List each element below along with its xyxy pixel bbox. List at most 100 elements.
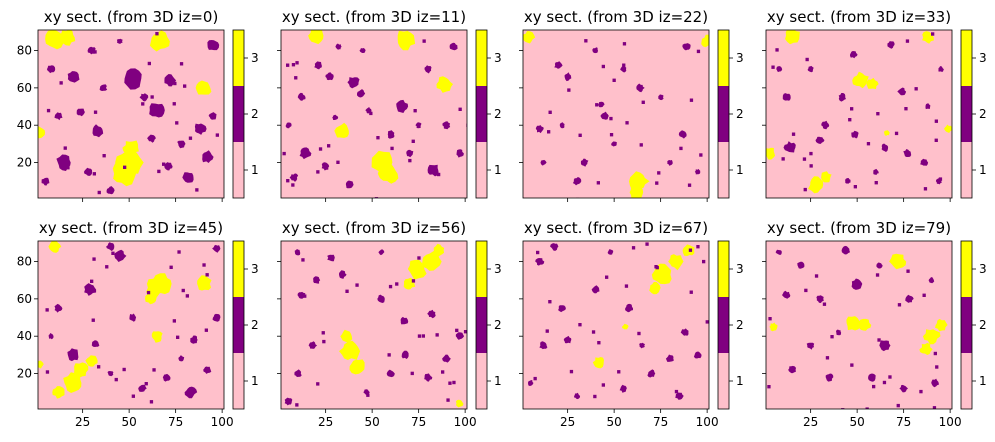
speckle: [767, 385, 771, 389]
region-cat2: [938, 66, 944, 72]
speckle: [59, 81, 63, 85]
region-cat3: [52, 386, 65, 399]
region-cat2: [574, 392, 581, 400]
speckle: [152, 368, 156, 372]
region-cat2: [636, 83, 645, 93]
region-cat2: [694, 168, 701, 175]
region-cat2: [359, 48, 366, 53]
speckle: [771, 65, 775, 69]
region-cat2: [647, 369, 656, 378]
colorbar-tick-label: 3: [494, 51, 502, 65]
region-cat2: [424, 65, 432, 74]
y-tick-label: 20: [17, 156, 32, 170]
speckle: [612, 78, 616, 82]
speckle: [567, 88, 571, 92]
region-cat2: [41, 177, 50, 186]
region-cat2: [184, 386, 198, 399]
speckle: [322, 339, 326, 344]
speckle: [422, 39, 426, 43]
region-cat2: [816, 295, 824, 303]
speckle: [376, 136, 380, 140]
speckle: [303, 294, 307, 298]
region-cat2: [147, 134, 156, 143]
speckle: [791, 132, 796, 136]
region-cat3: [621, 323, 629, 330]
speckle: [428, 168, 432, 172]
region-cat2: [455, 332, 465, 340]
x-tick-label: 75: [896, 415, 911, 429]
speckle: [882, 380, 887, 385]
region-cat2: [897, 87, 907, 96]
region-cat2: [920, 158, 929, 166]
speckle: [622, 63, 626, 67]
colorbar-tick-label: 2: [979, 107, 987, 121]
speckle: [90, 279, 94, 283]
speckle: [596, 181, 600, 185]
speckle: [625, 121, 629, 125]
region-cat3: [808, 176, 824, 194]
region-cat2: [415, 122, 422, 129]
region-cat2: [572, 177, 582, 186]
region-cat2: [164, 162, 173, 171]
colorbar-segment: [961, 297, 972, 353]
region-cat2: [619, 384, 627, 393]
speckle: [905, 39, 910, 43]
colorbar-tick-label: 3: [736, 262, 744, 276]
region-cat2: [639, 342, 645, 349]
speckle: [888, 375, 892, 379]
region-cat3: [145, 292, 158, 305]
region-cat3: [846, 316, 862, 331]
region-cat2: [400, 316, 409, 325]
speckle: [92, 257, 96, 261]
speckle: [282, 151, 286, 156]
subplot-2: xy sect. (from 3D iz=11) 1 2 3: [277, 8, 502, 202]
region-cat2: [564, 72, 572, 82]
colorbar-tick-label: 3: [736, 51, 744, 65]
colorbar-tick-label: 1: [979, 374, 987, 388]
region-cat3: [852, 71, 869, 89]
region-cat2: [931, 378, 939, 388]
speckle: [301, 258, 305, 262]
region-cat2: [289, 173, 299, 182]
region-cat2: [138, 384, 147, 392]
speckle: [316, 382, 320, 386]
region-cat2: [107, 371, 114, 377]
region-cat2: [91, 340, 100, 347]
speckle: [195, 188, 199, 192]
region-cat2: [563, 335, 572, 344]
panel-title: xy sect. (from 3D iz=67): [524, 219, 708, 237]
region-cat3: [436, 76, 453, 93]
region-cat2: [386, 369, 395, 378]
speckle: [435, 333, 439, 337]
region-cat2: [873, 168, 879, 175]
axes-frame: [37, 240, 225, 410]
region-cat2: [807, 65, 814, 73]
speckle: [865, 407, 869, 409]
region-cat2: [442, 121, 451, 130]
speckle: [146, 290, 151, 295]
colorbar-tick-label: 3: [494, 262, 502, 276]
panel-title: xy sect. (from 3D iz=0): [44, 8, 219, 26]
region-cat2: [347, 77, 360, 89]
background-region: [523, 241, 709, 409]
region-cat2: [845, 178, 851, 184]
x-tick-label: 100: [696, 415, 719, 429]
y-tick-label: 60: [17, 81, 32, 95]
region-cat2: [314, 61, 322, 70]
speckle: [169, 265, 173, 269]
panel-title: xy sect. (from 3D iz=56): [282, 219, 466, 237]
region-cat3: [195, 80, 212, 95]
colorbar-tick-label: 2: [979, 318, 987, 332]
speckle: [295, 403, 299, 407]
region-cat2: [212, 244, 221, 253]
speckle: [932, 406, 937, 409]
speckle: [931, 32, 935, 36]
region-cat2: [841, 245, 850, 255]
speckle: [45, 308, 49, 312]
speckle: [157, 169, 161, 174]
speckle: [896, 403, 900, 408]
region-cat2: [680, 328, 689, 336]
speckle: [548, 300, 552, 304]
colorbar-segment: [718, 30, 729, 86]
heatmap-field: [38, 241, 224, 409]
